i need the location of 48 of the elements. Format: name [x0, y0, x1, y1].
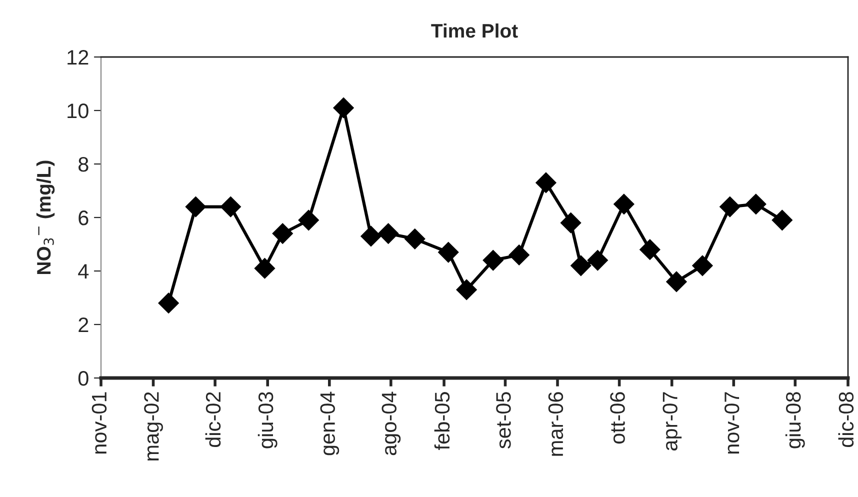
y-tick-label: 10	[68, 104, 88, 118]
x-tick-label: gen-04	[320, 392, 340, 456]
x-tick-label: set-05	[496, 392, 511, 449]
x-tick-label: dic-08	[838, 392, 854, 448]
point	[508, 244, 530, 266]
x-tick-label: feb-05	[434, 392, 450, 450]
point	[438, 242, 459, 263]
point	[254, 258, 276, 279]
y-tick-label: 8	[78, 157, 88, 172]
x-tick-label: ago-04	[382, 392, 401, 456]
x-tick-label: giu-03	[258, 392, 278, 448]
point	[692, 255, 713, 276]
point	[570, 255, 592, 276]
x-tick-label: mag-02	[144, 392, 163, 460]
point	[298, 210, 319, 231]
x-tick-label: dic-02	[205, 392, 221, 448]
y-tick-label: 2	[78, 318, 88, 332]
point	[272, 223, 293, 244]
y-tick-label: 4	[78, 264, 89, 279]
x-tick-label: giu-08	[785, 392, 805, 448]
point	[536, 172, 556, 194]
y-tick-label: 6	[78, 210, 88, 226]
point	[720, 196, 740, 218]
point	[746, 194, 766, 214]
point	[614, 194, 634, 214]
point	[587, 250, 608, 271]
x-tick-label: nov-01	[92, 392, 107, 454]
point	[640, 239, 660, 260]
point	[360, 226, 382, 247]
y-axis-title: NO$_{3}$$^{−}$ (mg/L)	[36, 160, 55, 274]
x-tick-label: nov-07	[724, 392, 740, 454]
point	[666, 271, 687, 292]
point	[185, 196, 206, 218]
point	[482, 250, 504, 271]
point	[772, 210, 793, 231]
point	[404, 228, 426, 250]
chart-title: Time Plot	[431, 23, 518, 38]
x-tick-label: mar-06	[548, 392, 564, 456]
point	[220, 196, 241, 218]
point	[333, 97, 354, 118]
x-tick-label: ott-06	[610, 392, 625, 444]
y-tick-label: 12	[68, 50, 88, 65]
point	[158, 292, 179, 314]
point	[560, 212, 582, 234]
y-tick-label: 0	[78, 371, 88, 386]
point	[378, 223, 399, 244]
x-tick-label: apr-07	[662, 392, 682, 451]
point	[456, 279, 477, 300]
